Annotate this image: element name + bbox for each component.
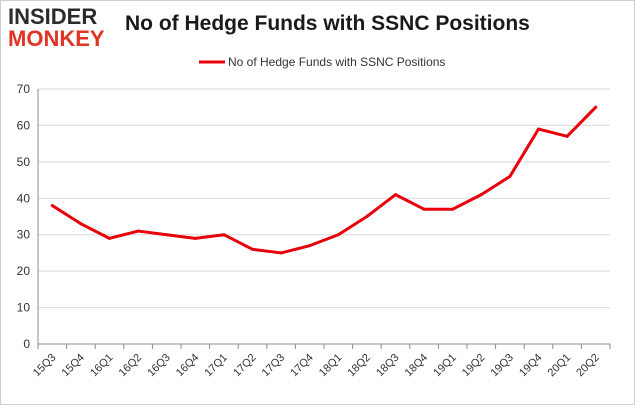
x-tick-label: 19Q2	[460, 352, 488, 380]
data-point	[565, 134, 569, 138]
data-point	[251, 247, 254, 251]
chart-title: No of Hedge Funds with SSNC Positions	[125, 12, 530, 35]
data-point	[108, 236, 111, 240]
x-tick-label: 18Q2	[345, 352, 373, 380]
data-point	[50, 204, 54, 208]
data-point	[222, 233, 226, 237]
x-tick-label: 20Q1	[546, 352, 574, 380]
data-point	[508, 174, 512, 178]
x-tick-label: 16Q2	[117, 352, 145, 380]
data-point	[279, 251, 283, 255]
series-line	[50, 105, 598, 255]
x-tick-label: 17Q4	[288, 352, 316, 380]
data-point	[336, 233, 340, 237]
data-point	[479, 193, 483, 197]
data-point	[594, 105, 598, 109]
y-tick-label: 70	[17, 82, 31, 96]
x-tick-label: 15Q3	[31, 352, 59, 380]
x-tick-label: 19Q4	[517, 352, 545, 380]
data-point	[79, 222, 83, 226]
data-point	[422, 207, 426, 211]
y-tick-label: 50	[17, 155, 31, 169]
data-point	[394, 193, 397, 197]
data-point	[193, 236, 197, 240]
data-point	[308, 244, 312, 248]
x-tick-label: 17Q3	[260, 352, 288, 380]
x-tick-label: 19Q3	[488, 352, 516, 380]
x-tick-label: 16Q4	[174, 352, 202, 380]
x-tick-label: 20Q2	[574, 352, 602, 380]
y-tick-label: 0	[23, 337, 30, 351]
x-tick-label: 15Q4	[59, 352, 87, 380]
data-point	[136, 229, 140, 233]
insider-monkey-logo: INSIDER MONKEY	[8, 4, 118, 52]
data-point	[365, 215, 369, 218]
x-tick-label: 16Q1	[88, 352, 116, 380]
y-tick-label: 40	[17, 191, 31, 205]
y-tick-label: 10	[17, 301, 31, 315]
data-point	[537, 127, 540, 131]
y-tick-label: 30	[17, 228, 31, 242]
logo-text-insider: INSIDER	[8, 4, 98, 29]
y-tick-label: 60	[17, 118, 31, 132]
y-tick-label: 20	[17, 264, 31, 278]
x-tick-label: 17Q2	[231, 352, 259, 380]
x-tick-label: 18Q3	[374, 352, 402, 380]
x-tick-label: 19Q1	[431, 352, 459, 380]
legend-label: No of Hedge Funds with SSNC Positions	[228, 55, 445, 69]
x-tick-label: 17Q1	[202, 352, 230, 380]
x-tick-label: 16Q3	[145, 352, 173, 380]
logo-text-monkey: MONKEY	[8, 26, 105, 51]
x-tick-label: 18Q4	[403, 352, 431, 380]
data-point	[165, 233, 169, 237]
x-tick-label: 18Q1	[317, 352, 345, 380]
data-point	[451, 207, 455, 211]
